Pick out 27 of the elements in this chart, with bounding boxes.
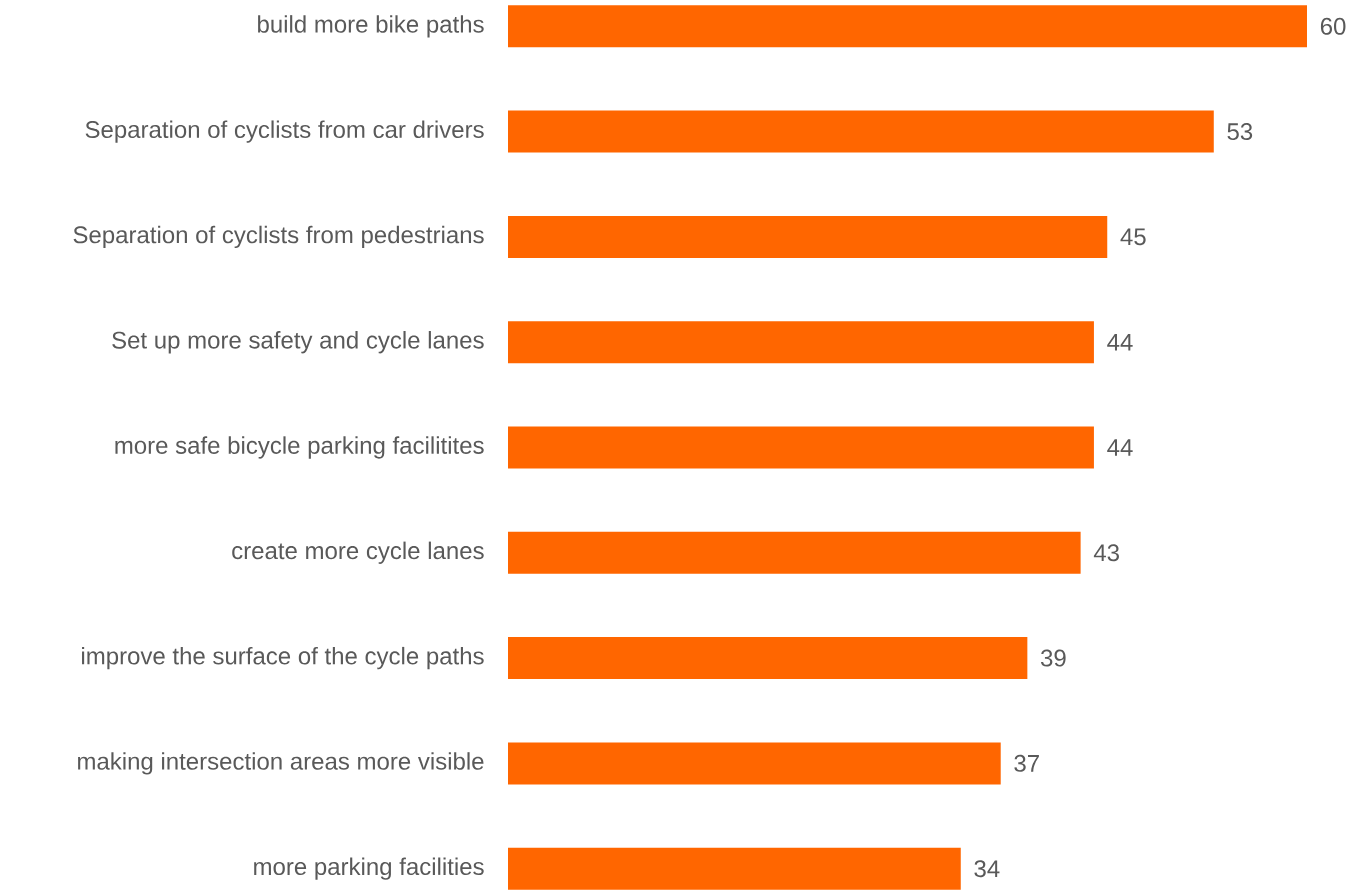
bar xyxy=(508,742,1001,785)
y-tick-label: more parking facilities xyxy=(254,857,484,880)
data-label: 45 xyxy=(1120,228,1146,246)
y-tick-label: making intersection areas more visible xyxy=(78,752,484,775)
bar xyxy=(508,215,1108,258)
data-label: 53 xyxy=(1227,123,1253,141)
y-tick-label: more safe bicycle parking facilitites xyxy=(115,436,484,459)
y-tick-label: create more cycle lanes xyxy=(232,541,484,564)
y-tick-label: Set up more safety and cycle lanes xyxy=(112,331,484,354)
bar xyxy=(508,321,1094,364)
bar xyxy=(508,110,1214,153)
data-label: 44 xyxy=(1107,333,1133,351)
y-tick-label: Separation of cyclists from car drivers xyxy=(85,120,484,143)
bar xyxy=(508,847,961,890)
bar xyxy=(508,426,1094,469)
y-tick-label: improve the surface of the cycle paths xyxy=(82,646,484,670)
bar xyxy=(508,637,1028,680)
y-tick-label: Separation of cyclists from pedestrians xyxy=(73,225,484,249)
data-label: 39 xyxy=(1040,649,1066,667)
y-tick-label: build more bike paths xyxy=(258,15,484,38)
data-label: 37 xyxy=(1014,754,1039,772)
bar xyxy=(508,531,1081,574)
data-label: 60 xyxy=(1320,17,1346,35)
bar xyxy=(508,5,1307,48)
data-label: 44 xyxy=(1107,439,1133,456)
data-label: 43 xyxy=(1093,544,1119,562)
data-label: 34 xyxy=(974,860,1000,878)
